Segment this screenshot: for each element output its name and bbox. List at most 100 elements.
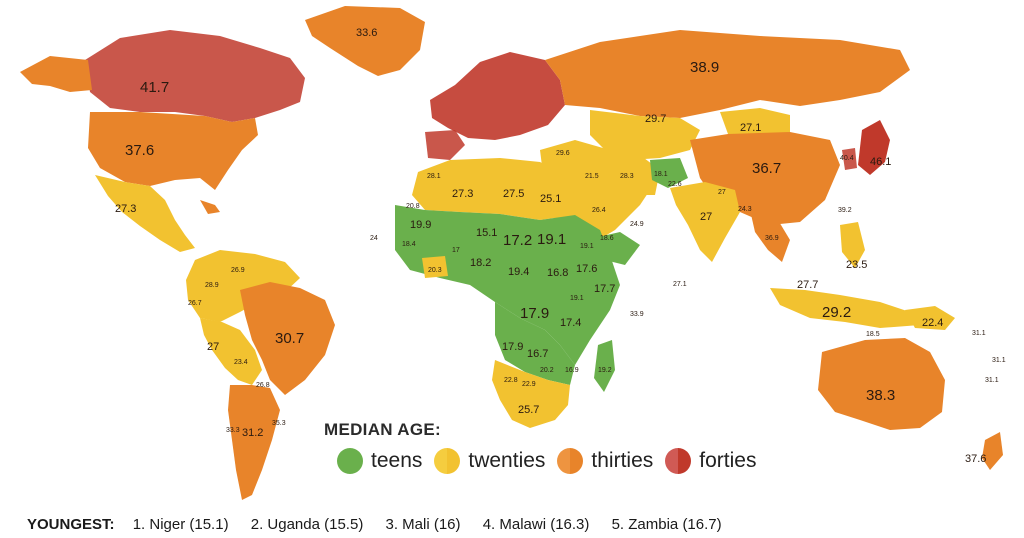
label-mauritania: 20.8 [406, 203, 420, 210]
world-median-age-map: 33.6 41.7 37.6 27.3 26.9 28.9 26.7 27 30… [20, 6, 1006, 500]
region-south-america-west [200, 318, 262, 385]
label-mongolia: 27.1 [740, 122, 761, 134]
youngest-lead: YOUNGEST: [27, 516, 115, 533]
legend-title: MEDIAN AGE: [324, 420, 441, 439]
label-western-sahara: 27.3 [452, 188, 473, 200]
label-zambia: 16.7 [527, 348, 548, 360]
label-greenland: 33.6 [356, 27, 377, 39]
label-guinea: 19.9 [410, 219, 431, 231]
label-ethiopia: 17.6 [576, 263, 597, 275]
region-madagascar [594, 340, 615, 392]
label-indonesia: 29.2 [822, 304, 851, 321]
label-myanmar: 27 [718, 189, 726, 196]
region-central-asia [590, 110, 700, 160]
legend-item-thirties: thirties [557, 448, 653, 474]
label-ghana: 20.3 [428, 267, 442, 274]
label-kazakhstan: 29.7 [645, 113, 666, 125]
label-india: 27 [700, 211, 712, 223]
legend-item-twenties: twenties [434, 448, 545, 474]
region-japan [858, 120, 890, 175]
label-senegal: 18.4 [402, 241, 416, 248]
label-south-sudan: 16.8 [547, 267, 568, 279]
label-chile: 33.3 [226, 427, 240, 434]
legend-label-teens: teens [371, 449, 423, 472]
region-caribbean [200, 200, 220, 214]
label-drc: 17.9 [520, 305, 549, 322]
label-burkina: 17 [452, 247, 460, 254]
label-oman: 24.9 [630, 221, 644, 228]
label-afghanistan: 18.1 [654, 171, 668, 178]
region-south-america-north [186, 250, 300, 322]
label-turkey: 29.6 [556, 150, 570, 157]
label-paraguay: 26.8 [256, 382, 270, 389]
label-niger: 17.2 [503, 232, 532, 249]
region-philippines [840, 222, 865, 268]
label-zimbabwe: 20.2 [540, 367, 554, 374]
region-canada [85, 30, 305, 122]
label-mali: 15.1 [476, 227, 497, 239]
label-algeria: 27.5 [503, 188, 524, 200]
label-usa: 37.6 [125, 142, 154, 159]
teens-swatch-icon [337, 448, 363, 474]
label-mexico: 27.3 [115, 203, 136, 215]
label-brazil: 30.7 [275, 330, 304, 347]
label-nigeria: 18.2 [470, 257, 491, 269]
label-bolivia: 23.4 [234, 359, 248, 366]
region-afghanistan [650, 158, 688, 188]
region-south-america-south [228, 385, 280, 500]
region-southern-africa [492, 360, 570, 428]
region-australia [818, 338, 945, 430]
label-pakistan: 22.6 [668, 181, 682, 188]
label-korea: 40.4 [840, 155, 854, 162]
label-somalia: 17.7 [594, 283, 615, 295]
region-mexico [95, 175, 195, 252]
label-seychelles: 33.9 [630, 311, 644, 318]
label-fiji2: 31.1 [992, 357, 1006, 364]
region-india [670, 182, 740, 262]
label-china: 36.7 [752, 160, 781, 177]
region-brazil [240, 282, 335, 395]
label-mozambique: 16.9 [565, 367, 579, 374]
label-japan: 46.1 [870, 156, 891, 168]
region-central-africa [495, 302, 575, 385]
label-madagascar: 19.2 [598, 367, 612, 374]
label-png: 22.4 [922, 317, 943, 329]
region-iberia [425, 130, 465, 160]
region-north-africa [412, 158, 575, 220]
label-tanzania: 17.4 [560, 317, 581, 329]
label-kenya: 19.1 [570, 295, 584, 302]
youngest-entry: 2. Uganda (15.5) [250, 516, 364, 533]
label-yemen: 18.6 [600, 235, 614, 242]
region-horn [585, 232, 640, 265]
label-peru: 26.7 [188, 300, 202, 307]
region-png [905, 306, 955, 330]
label-morocco: 28.1 [427, 173, 441, 180]
label-fiji: 31.1 [972, 330, 986, 337]
youngest-entry: 4. Malawi (16.3) [482, 516, 590, 533]
region-sahel [395, 205, 620, 365]
twenties-swatch-icon [434, 448, 461, 474]
region-iran [600, 150, 660, 195]
label-philippines: 23.5 [846, 259, 867, 271]
label-namibia: 22.8 [504, 377, 518, 384]
label-malaysia: 27.7 [797, 279, 818, 291]
legend-item-teens: teens [337, 448, 422, 474]
youngest-list: YOUNGEST: 1. Niger (15.1) 2. Uganda (15.… [27, 516, 740, 533]
label-iraq: 21.5 [585, 173, 599, 180]
label-uruguay: 35.3 [272, 420, 286, 427]
label-cape-verde: 24 [370, 235, 378, 242]
label-new-zealand: 37.6 [965, 453, 986, 465]
region-ghana [422, 256, 448, 278]
label-saudi: 26.4 [592, 207, 606, 214]
region-indonesia [770, 288, 920, 328]
thirties-swatch-icon [557, 448, 584, 474]
region-mongolia [720, 108, 790, 138]
region-korea [842, 148, 857, 170]
region-alaska [20, 56, 92, 92]
label-angola: 17.9 [502, 341, 523, 353]
label-australia: 38.3 [866, 387, 895, 404]
label-solomon: 18.5 [866, 331, 880, 338]
label-south-africa: 25.7 [518, 404, 539, 416]
legend-label-thirties: thirties [591, 449, 654, 472]
legend-item-forties: forties [665, 448, 756, 474]
